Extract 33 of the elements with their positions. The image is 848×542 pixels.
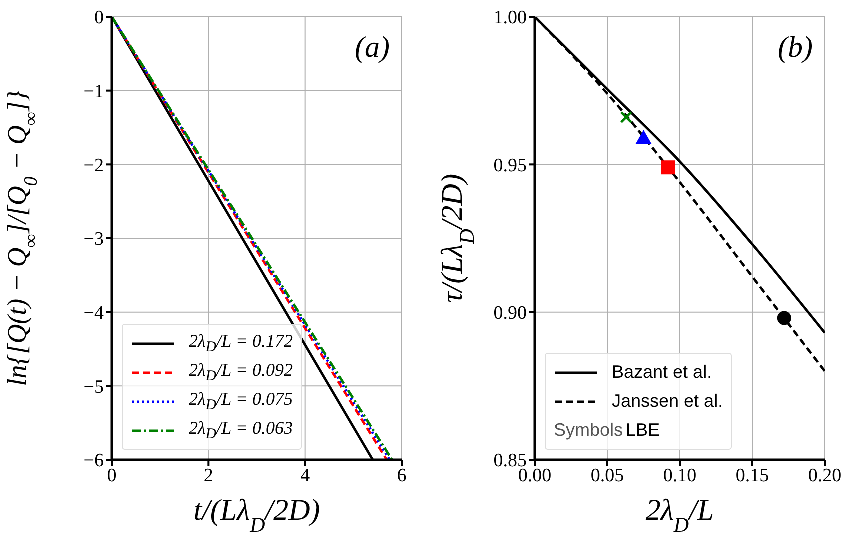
legend-label: Janssen et al. (612, 391, 724, 412)
y-tick-label: −2 (84, 155, 104, 176)
point (777, 311, 792, 326)
y-tick-label: −1 (84, 82, 104, 103)
x-tick-label: 4 (300, 465, 311, 486)
x-axis-title: 2λ$_{D}$/L (646, 494, 714, 537)
x-tick-label: 0.15 (736, 465, 770, 486)
y-tick-label: −4 (84, 303, 104, 324)
legend-label: 2λ$_{D}$/L = 0.063 (189, 418, 293, 444)
legend-label: 2λ$_{D}$/L = 0.172 (189, 330, 293, 356)
point (636, 130, 652, 144)
annotation: LBE (626, 420, 660, 441)
text: (b) (778, 31, 813, 65)
y-tick-label: 0.95 (494, 155, 527, 176)
x-tick-label: 2 (204, 465, 214, 486)
y-tick-label: −6 (84, 450, 104, 472)
y-tick-label: 0 (94, 8, 104, 29)
x-axis-title: t/(Lλ$_{D}$/2D) (194, 494, 320, 537)
legend-label: 2λ$_{D}$/L = 0.092 (189, 360, 293, 386)
legend-label: 2λ$_{D}$/L = 0.075 (189, 388, 293, 414)
point (620, 111, 633, 124)
legend-label: Bazant et al. (612, 362, 712, 383)
text: (a) (355, 31, 390, 65)
x-tick-label: 0.10 (663, 465, 697, 486)
x-tick-label: 6 (397, 465, 407, 486)
x-tick-label: 0.05 (590, 465, 624, 486)
annotation: Symbols (554, 420, 624, 441)
point (661, 160, 676, 175)
y-tick-label: −3 (84, 229, 104, 250)
y-tick-label: 0.90 (494, 303, 527, 324)
x-tick-label: 0.20 (808, 465, 842, 486)
y-tick-label: 1.00 (494, 8, 527, 29)
y-tick-label: −5 (84, 376, 104, 398)
